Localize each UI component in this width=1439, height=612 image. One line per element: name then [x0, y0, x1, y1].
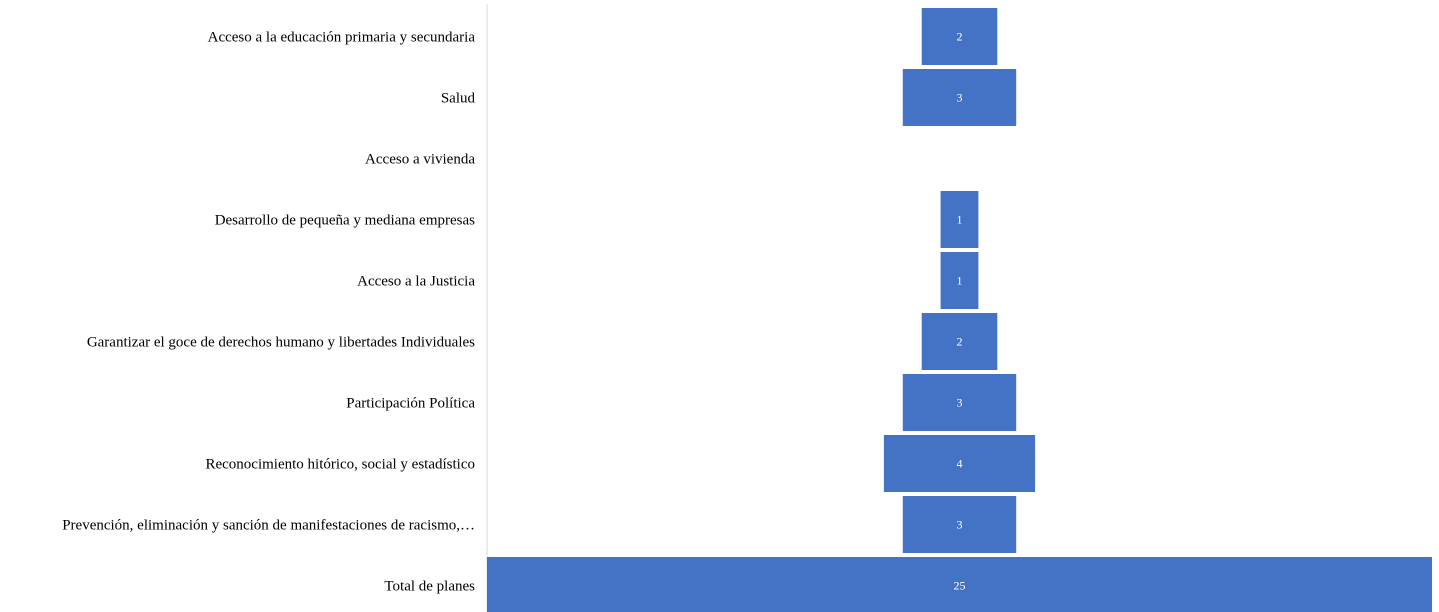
- category-label: Reconocimiento hitórico, social y estadí…: [205, 457, 475, 473]
- bar: [487, 557, 1432, 612]
- category-label: Participación Política: [346, 396, 475, 412]
- category-label: Desarrollo de pequeña y mediana empresas: [215, 213, 475, 229]
- data-label: 3: [957, 91, 963, 105]
- data-label: 3: [957, 518, 963, 532]
- category-labels-group: Acceso a la educación primaria y secunda…: [62, 30, 475, 595]
- category-label: Acceso a vivienda: [365, 152, 475, 168]
- bars-group: [487, 8, 1432, 612]
- data-label: 2: [957, 335, 963, 349]
- bar: [940, 191, 979, 248]
- category-label: Prevención, eliminación y sanción de man…: [62, 518, 475, 534]
- category-label: Acceso a la educación primaria y secunda…: [208, 30, 476, 46]
- category-label: Salud: [441, 91, 476, 107]
- data-label: 25: [954, 579, 966, 593]
- category-label: Total de planes: [384, 579, 475, 595]
- category-label: Acceso a la Justicia: [357, 274, 475, 290]
- bar: [921, 313, 998, 370]
- data-label: 2: [957, 30, 963, 44]
- bar: [902, 374, 1017, 431]
- data-label: 1: [957, 213, 963, 227]
- value-labels-group: 2 3 1 1 2 3 4 3 25: [954, 30, 966, 593]
- data-label: 3: [957, 396, 963, 410]
- data-label: 4: [957, 457, 963, 471]
- bar: [921, 8, 998, 65]
- bar: [902, 496, 1017, 553]
- data-label: 1: [957, 274, 963, 288]
- bar: [883, 435, 1036, 492]
- bar: [940, 252, 979, 309]
- category-label: Garantizar el goce de derechos humano y …: [87, 335, 475, 351]
- bar: [902, 69, 1017, 126]
